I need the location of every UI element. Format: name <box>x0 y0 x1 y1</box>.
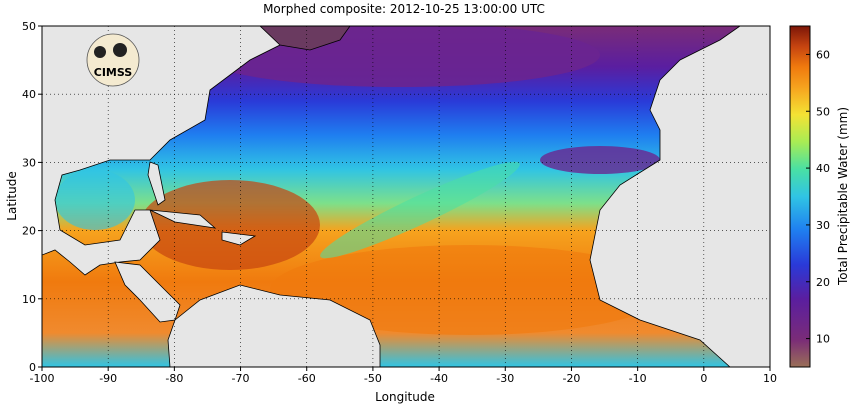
atlantic-moist <box>270 245 670 335</box>
x-tick-label: -30 <box>496 372 514 385</box>
x-axis-ticks: -100 -90 -80 -70 -60 -50 -40 -30 -20 -10 0 10 <box>30 367 777 385</box>
y-axis-label: Latitude <box>5 171 19 220</box>
y-tick-label: 30 <box>22 156 36 169</box>
y-tick-label: 20 <box>22 225 36 238</box>
x-tick-label: -80 <box>165 372 183 385</box>
x-tick-label: -70 <box>232 372 250 385</box>
florida <box>147 161 166 206</box>
land-masses <box>42 26 770 367</box>
colorbar-tick-label: 10 <box>816 333 830 346</box>
caribbean-moist <box>140 180 320 270</box>
hispaniola <box>221 231 257 246</box>
x-tick-label: 0 <box>700 372 707 385</box>
dry-air-east <box>540 146 660 174</box>
x-tick-label: -40 <box>430 372 448 385</box>
cimss-logo: CIMSS <box>86 33 140 87</box>
x-tick-label: 10 <box>763 372 777 385</box>
x-tick-label: -60 <box>298 372 316 385</box>
y-tick-label: 10 <box>22 293 36 306</box>
y-tick-label: 40 <box>22 88 36 101</box>
y-tick-label: 0 <box>29 361 36 374</box>
y-tick-label: 50 <box>22 20 36 33</box>
north-america <box>42 26 301 276</box>
y-axis-ticks: 0 10 20 30 40 50 <box>22 20 42 374</box>
plot-frame <box>41 25 771 368</box>
greenland-tip <box>259 26 351 51</box>
colorbar-tick-label: 50 <box>816 105 830 118</box>
cuba <box>149 209 217 229</box>
south-america <box>167 284 381 367</box>
colorbar-label: Total Precipitable Water (mm) <box>836 107 850 286</box>
x-axis-label: Longitude <box>375 390 435 404</box>
colorbar-tick-label: 60 <box>816 48 830 61</box>
logo-text: CIMSS <box>94 66 133 79</box>
figure-title: Morphed composite: 2012-10-25 13:00:00 U… <box>263 2 545 16</box>
x-tick-label: -10 <box>629 372 647 385</box>
map-plot-area <box>42 26 770 367</box>
colorbar-tick-label: 30 <box>816 219 830 232</box>
colorbar <box>789 25 811 368</box>
gulf-moist <box>55 170 135 230</box>
africa-europe <box>589 26 770 367</box>
colorbar-tick-label: 20 <box>816 276 830 289</box>
x-tick-label: -100 <box>30 372 55 385</box>
colorbar-ticks: 10 20 30 40 50 60 <box>806 48 830 346</box>
colorbar-tick-label: 40 <box>816 162 830 175</box>
x-tick-label: -90 <box>99 372 117 385</box>
moisture-plume <box>320 161 520 259</box>
x-tick-label: -20 <box>562 372 580 385</box>
x-tick-label: -50 <box>364 372 382 385</box>
